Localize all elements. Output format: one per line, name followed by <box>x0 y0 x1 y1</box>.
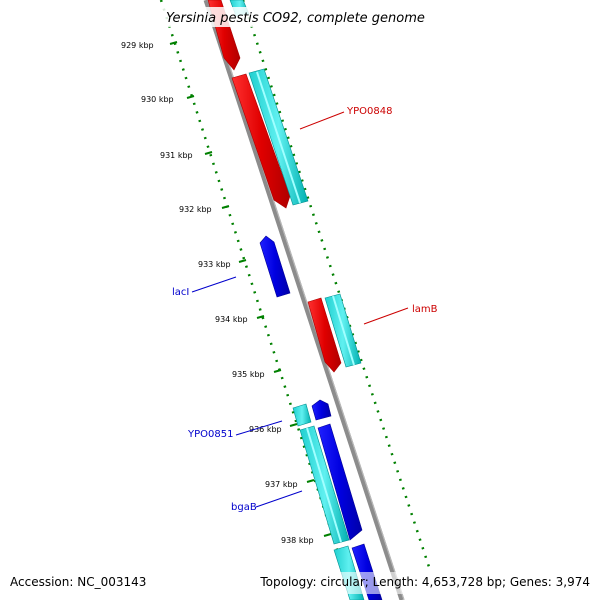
tick-label: 933 kbp <box>198 260 231 269</box>
gene-label-bgab[interactable]: bgaB <box>231 502 257 513</box>
tick-label: 930 kbp <box>141 95 174 104</box>
gene-laci-arrow[interactable] <box>259 235 291 298</box>
gene-label-ypo0848[interactable]: YPO0848 <box>346 106 392 117</box>
tick-mark <box>238 259 247 263</box>
gene-label-lamb[interactable]: lamB <box>412 304 438 315</box>
tick-label: 938 kbp <box>281 536 314 545</box>
map-title: Yersinia pestis CO92, complete genome <box>166 11 425 26</box>
tick-mark <box>221 205 230 209</box>
tick-mark <box>204 151 213 155</box>
tick-mark <box>169 41 178 45</box>
label-leader-bgab <box>255 490 303 508</box>
tick-label: 937 kbp <box>265 480 298 489</box>
tick-mark <box>273 369 282 373</box>
tick-label: 932 kbp <box>179 205 212 214</box>
tick-label: 931 kbp <box>160 151 193 160</box>
tick-label: 936 kbp <box>249 425 282 434</box>
tick-mark <box>186 95 195 99</box>
tick-label: 934 kbp <box>215 315 248 324</box>
tick-label: 935 kbp <box>232 370 265 379</box>
cds-ypo0851-arrow[interactable] <box>292 403 312 427</box>
tick-label: 929 kbp <box>121 41 154 50</box>
accession-text: Accession: NC_003143 <box>10 575 146 589</box>
gene-ypo0851-arrow[interactable] <box>311 399 332 421</box>
gene-bgab-arrow[interactable] <box>317 423 363 541</box>
gene-label-ypo0851[interactable]: YPO0851 <box>187 429 233 440</box>
genome-backbone <box>203 0 405 600</box>
tick-mark <box>323 533 332 537</box>
tick-mark <box>256 315 265 319</box>
outer-tick-ring <box>241 0 432 571</box>
gene-label-laci[interactable]: lacI <box>172 287 189 298</box>
label-leader-ypo0851 <box>235 420 283 436</box>
tick-mark <box>306 479 315 483</box>
label-leader-ypo0848 <box>299 111 345 130</box>
genome-summary: Topology: circular; Length: 4,653,728 bp… <box>259 575 590 589</box>
label-leader-lamb <box>363 307 409 325</box>
tick-mark <box>289 423 298 427</box>
gene-lamb-arrow[interactable] <box>307 297 342 373</box>
label-leader-laci <box>191 276 237 293</box>
kbp-ticks: 929 kbp 930 kbp 931 kbp 932 kbp 933 kbp … <box>121 41 332 545</box>
gene-ypo0848-arrow[interactable] <box>231 73 291 209</box>
